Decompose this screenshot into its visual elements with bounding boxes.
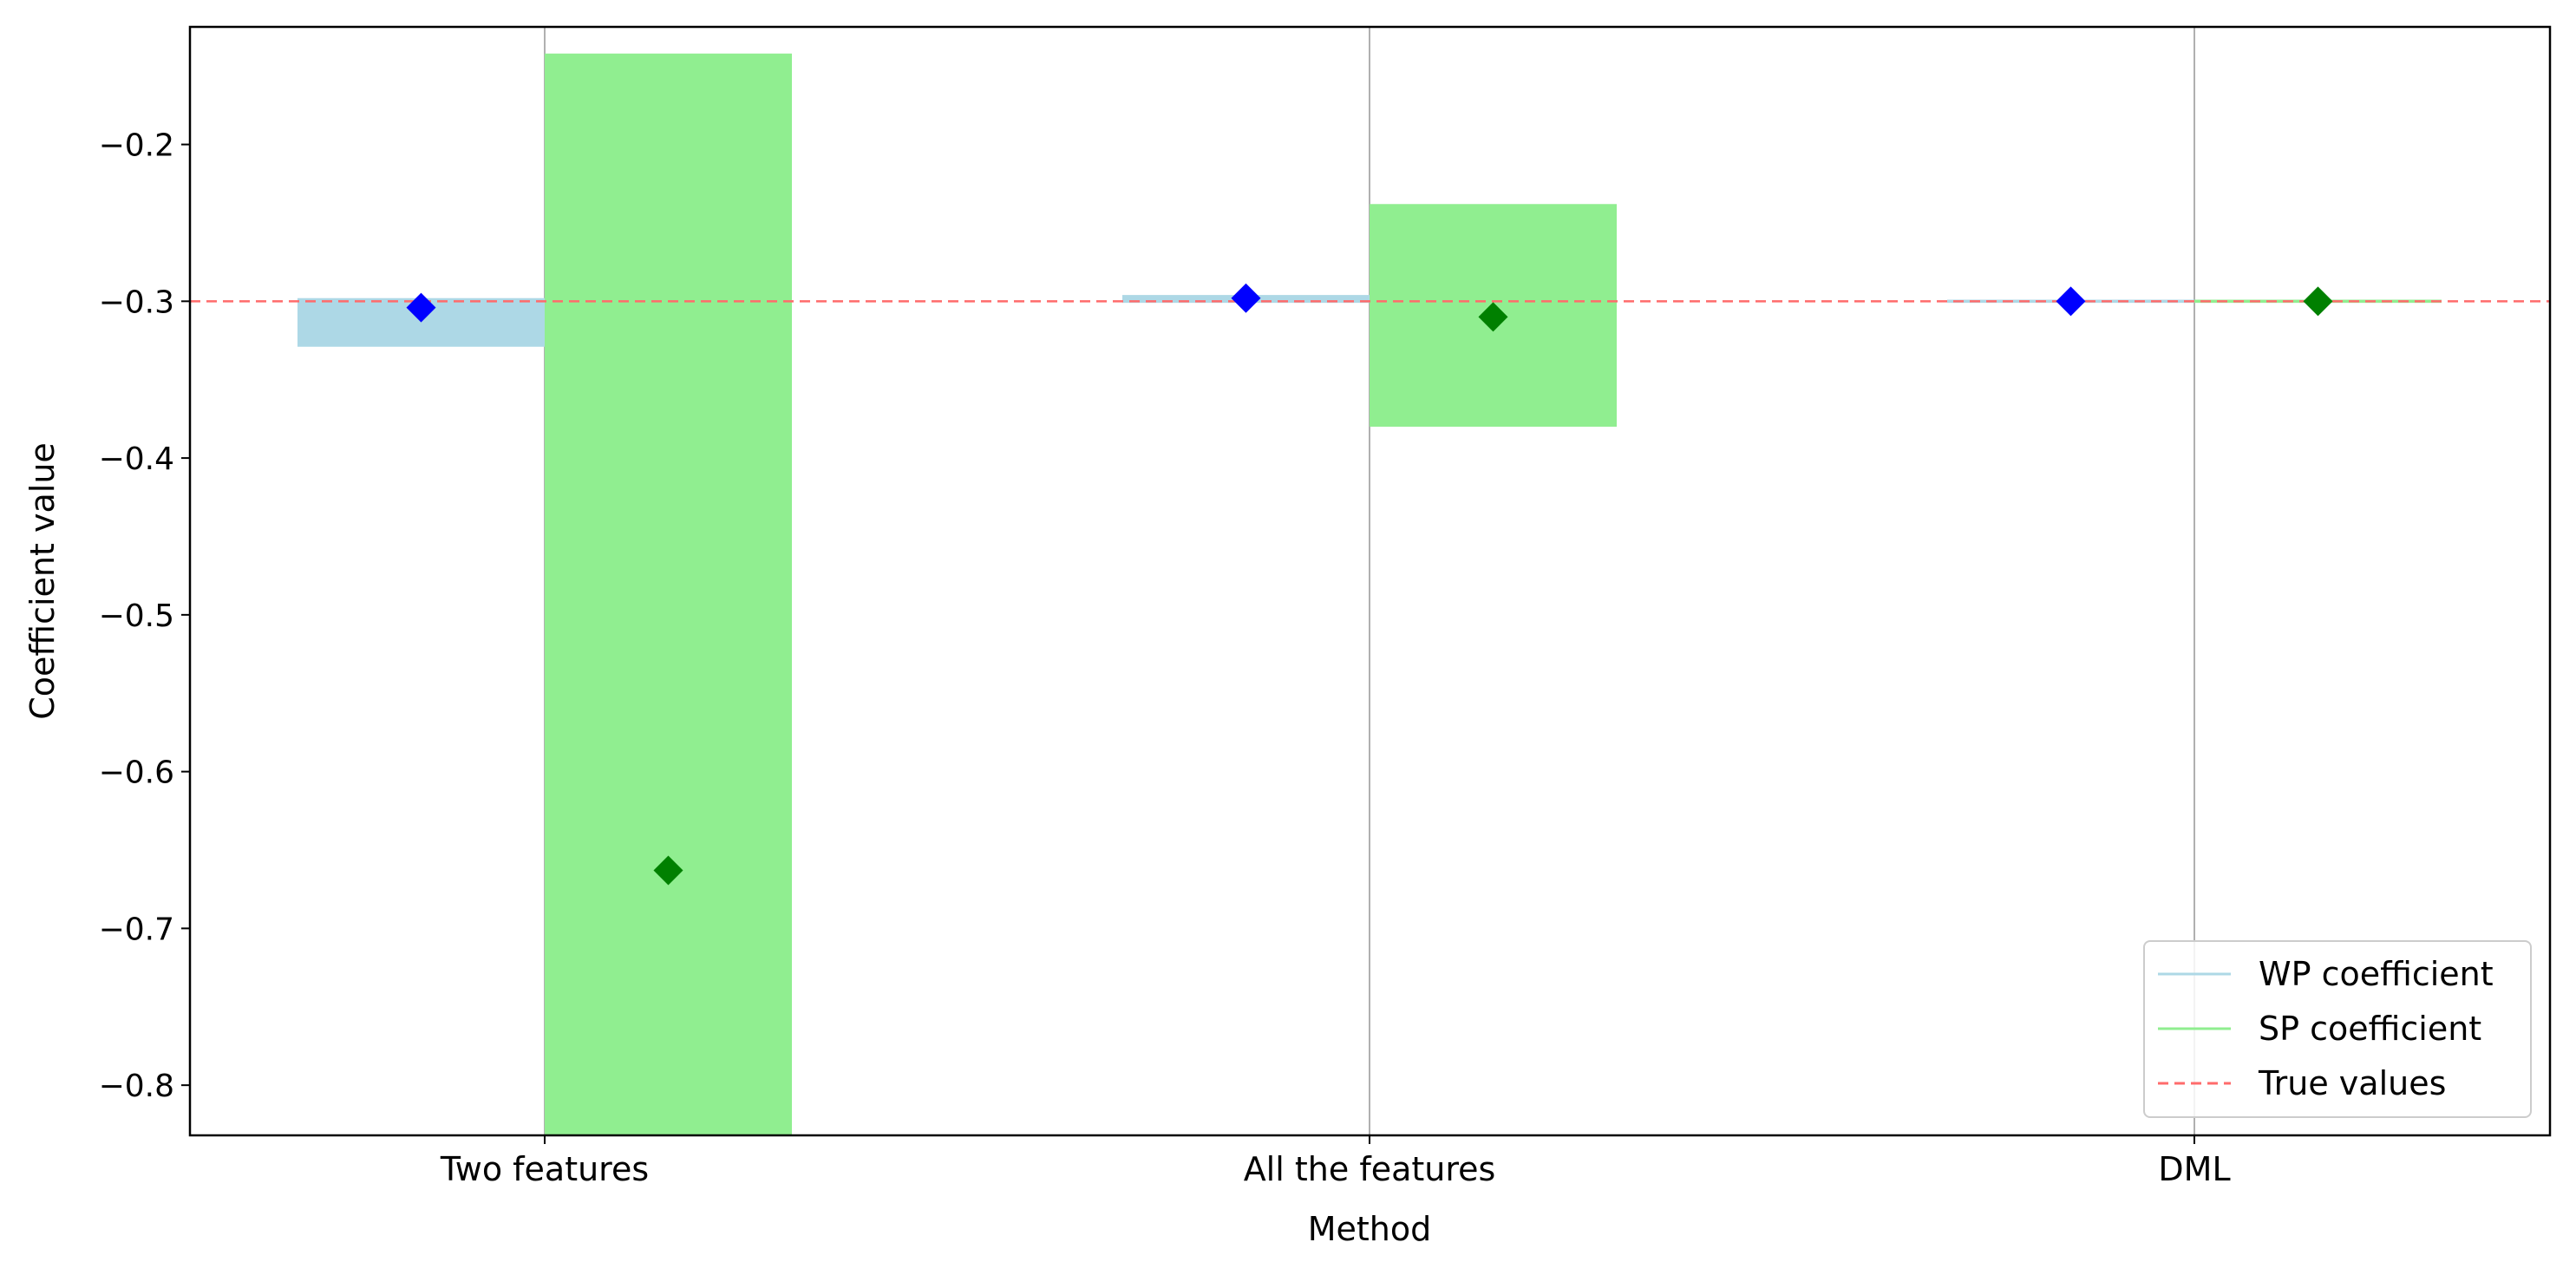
y-tick-label: −0.5 xyxy=(99,598,174,634)
x-tick-label: DML xyxy=(2158,1150,2230,1188)
estimate-marker xyxy=(2056,286,2086,317)
legend-label: True values xyxy=(2258,1064,2446,1102)
y-tick-label: −0.2 xyxy=(99,128,174,164)
legend-label: WP coefficient xyxy=(2259,955,2494,993)
x-tick-label: All the features xyxy=(1244,1150,1496,1188)
y-tick-label: −0.3 xyxy=(99,284,174,320)
y-tick-label: −0.7 xyxy=(99,912,174,947)
legend-label: SP coefficient xyxy=(2259,1010,2481,1048)
plot-area xyxy=(190,27,2550,1135)
plot-frame xyxy=(188,25,2552,1137)
y-tick-label: −0.8 xyxy=(99,1069,174,1104)
x-tick-label: Two features xyxy=(440,1150,649,1188)
estimate-marker xyxy=(1231,283,1261,313)
legend-box xyxy=(2143,940,2532,1118)
x-axis-label: Method xyxy=(1308,1210,1432,1248)
y-tick-label: −0.6 xyxy=(99,755,174,791)
y-axis: −0.2 −0.3 −0.4 −0.5 −0.6 −0.7 −0.8 xyxy=(99,128,190,1104)
x-axis: Two features All the features DML xyxy=(440,1135,2231,1188)
estimate-marker xyxy=(1478,302,1508,332)
y-axis-label: Coefficient value xyxy=(23,442,62,720)
estimate-marker xyxy=(653,855,683,886)
estimate-marker xyxy=(406,292,436,323)
legend: WP coefficient SP coefficient True values xyxy=(2143,940,2532,1118)
y-tick-label: −0.4 xyxy=(99,441,174,477)
interval-bar xyxy=(545,53,792,1135)
estimate-marker xyxy=(2303,286,2333,317)
